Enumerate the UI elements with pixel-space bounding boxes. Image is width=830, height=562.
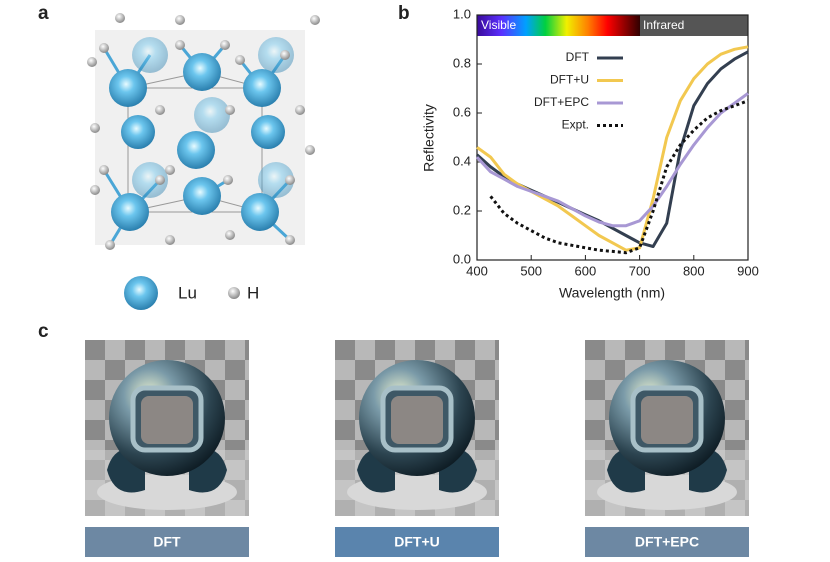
series-line (489, 99, 749, 255)
y-tick-label: 0.4 (453, 153, 471, 168)
y-tick-label: 0.0 (453, 251, 471, 266)
x-tick-label: 700 (629, 263, 651, 278)
panel-label: a (38, 3, 49, 24)
legend-label: DFT+U (550, 73, 589, 87)
x-tick-label: 800 (683, 263, 705, 278)
legend-label: Lu (178, 283, 197, 302)
rendering (335, 340, 499, 516)
panel-label: c (38, 321, 49, 342)
caption: DFT+EPC (635, 534, 699, 550)
series-line (476, 45, 749, 252)
y-tick-label: 0.8 (453, 55, 471, 70)
rendering (85, 340, 249, 516)
crystal-structure (87, 13, 320, 250)
y-tick-label: 1.0 (453, 6, 471, 21)
x-tick-label: 500 (520, 263, 542, 278)
y-tick-label: 0.6 (453, 104, 471, 119)
caption-box (585, 527, 749, 557)
panel-label: b (398, 3, 410, 24)
x-tick-label: 900 (737, 263, 759, 278)
series-line (475, 92, 749, 228)
visible-band (477, 15, 640, 36)
band-label: Infrared (643, 18, 684, 32)
x-tick-label: 400 (466, 263, 488, 278)
caption: DFT (153, 534, 181, 550)
caption-box (335, 527, 499, 557)
legend-label: H (247, 283, 259, 302)
y-tick-label: 0.2 (453, 202, 471, 217)
y-axis-label: Reflectivity (421, 104, 437, 172)
chart: Visible Infrared Wavelength (nm) Reflect… (421, 6, 759, 300)
x-axis-label: Wavelength (nm) (559, 285, 665, 301)
plot-frame (476, 14, 749, 261)
rendering (585, 340, 749, 516)
lu-icon (124, 276, 158, 310)
band-label: Visible (481, 18, 516, 32)
caption: DFT+U (394, 534, 440, 550)
caption-box (85, 527, 249, 557)
legend-label: DFT (566, 50, 590, 64)
legend-label: Expt. (562, 118, 589, 132)
h-icon (228, 287, 240, 299)
infrared-band (640, 15, 748, 36)
legend-label: DFT+EPC (534, 95, 589, 109)
x-tick-label: 600 (575, 263, 597, 278)
